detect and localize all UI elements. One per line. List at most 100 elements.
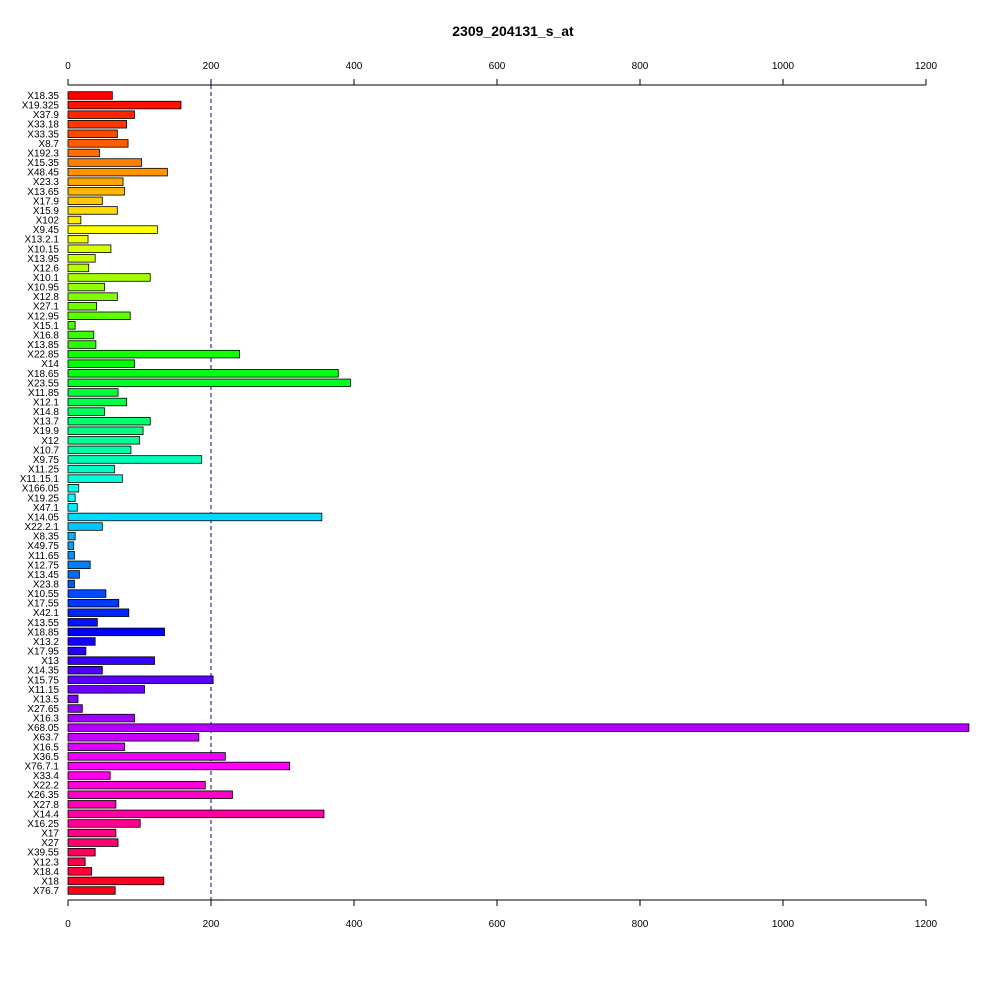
category-label: X9.45 xyxy=(33,225,60,236)
category-label: X10.55 xyxy=(27,589,59,600)
bar xyxy=(67,560,91,570)
bar xyxy=(67,426,144,435)
bar xyxy=(67,177,124,186)
category-label: X15.35 xyxy=(27,158,59,169)
bar xyxy=(67,340,97,349)
bar xyxy=(67,857,86,866)
category-label: X17 xyxy=(41,829,59,840)
bottom-tick-label: 200 xyxy=(203,919,220,930)
bar xyxy=(67,464,115,474)
category-label: X16.5 xyxy=(33,742,60,753)
bar xyxy=(67,263,90,273)
bar xyxy=(67,761,291,771)
category-label: X23.8 xyxy=(33,579,60,590)
category-label: X37.9 xyxy=(33,110,60,121)
bar xyxy=(67,321,76,330)
category-label: X16.8 xyxy=(33,330,60,341)
bar xyxy=(67,474,123,483)
category-labels: X18.35X19.325X37.9X33.18X33.35X8.7X192.3… xyxy=(20,91,60,897)
bar xyxy=(67,733,200,742)
bar xyxy=(67,120,128,129)
category-label: X76.7 xyxy=(33,886,60,897)
category-label: X18 xyxy=(41,876,59,887)
bar xyxy=(67,187,125,196)
bar xyxy=(67,819,141,828)
bar xyxy=(67,867,92,876)
category-label: X19.25 xyxy=(27,493,59,504)
category-label: X17.95 xyxy=(27,647,59,658)
bottom-tick-label: 600 xyxy=(489,919,506,930)
bottom-axis: 0 200 400 600 800 1000 1200 xyxy=(65,899,938,930)
bar xyxy=(67,589,107,598)
category-label: X14.8 xyxy=(33,407,60,418)
bottom-tick-label: 1200 xyxy=(915,919,938,930)
bar xyxy=(67,311,131,321)
bar xyxy=(67,234,89,244)
category-label: X15.1 xyxy=(33,321,60,332)
category-label: X11.25 xyxy=(28,465,59,476)
bar xyxy=(67,771,111,780)
category-label: X13 xyxy=(41,656,59,667)
bar xyxy=(67,503,78,512)
category-label: X27.1 xyxy=(33,302,60,313)
category-label: X18.85 xyxy=(27,627,59,638)
bar xyxy=(67,876,165,886)
category-label: X11.85 xyxy=(28,388,59,399)
category-label: X12.8 xyxy=(33,292,60,303)
category-label: X11.65 xyxy=(28,551,59,562)
bar xyxy=(67,618,98,627)
bar xyxy=(67,225,158,234)
category-label: X68.05 xyxy=(27,723,59,734)
bar xyxy=(67,148,100,158)
category-label: X15.75 xyxy=(27,675,59,686)
bar xyxy=(67,627,165,637)
category-label: X11.15 xyxy=(28,685,59,696)
bar xyxy=(67,809,325,819)
bar xyxy=(67,91,113,100)
category-label: X10.7 xyxy=(33,445,60,456)
category-label: X63.7 xyxy=(33,733,60,744)
bar xyxy=(67,388,119,397)
bar xyxy=(67,886,116,895)
top-axis: 0 200 400 600 800 1000 1200 xyxy=(65,61,938,86)
category-label: X14.05 xyxy=(27,512,59,523)
bar xyxy=(67,493,76,502)
bar xyxy=(67,838,119,847)
category-label: X76.7.1 xyxy=(25,761,60,772)
bar xyxy=(67,254,96,263)
bar xyxy=(67,196,103,206)
bar xyxy=(67,397,128,407)
category-label: X36.5 xyxy=(33,752,60,763)
bar xyxy=(67,378,351,388)
bar xyxy=(67,369,339,378)
category-label: X14 xyxy=(41,359,59,370)
bar xyxy=(67,282,105,292)
category-label: X39.55 xyxy=(27,848,59,859)
category-label: X33.18 xyxy=(27,120,59,131)
bar xyxy=(67,110,135,119)
category-label: X22.2.1 xyxy=(25,522,60,533)
category-label: X12.3 xyxy=(33,857,60,868)
bar xyxy=(67,484,80,493)
bar xyxy=(67,551,75,560)
bar xyxy=(67,167,168,177)
bar xyxy=(67,359,135,368)
chart-title: 2309_204131_s_at xyxy=(452,23,574,39)
bar xyxy=(67,665,103,675)
category-label: X16.25 xyxy=(27,819,59,830)
bar xyxy=(67,349,241,359)
bar xyxy=(67,752,226,761)
category-label: X22.85 xyxy=(27,350,59,361)
category-label: X14.4 xyxy=(33,809,60,820)
bottom-tick-label: 0 xyxy=(65,919,71,930)
bar xyxy=(67,215,82,225)
bar xyxy=(67,541,75,550)
bar xyxy=(67,570,80,579)
bar xyxy=(67,828,117,838)
bottom-tick-label: 800 xyxy=(632,919,649,930)
bar xyxy=(67,780,206,790)
category-label: X33.4 xyxy=(33,771,60,782)
category-label: X27 xyxy=(41,838,59,849)
category-label: X10.95 xyxy=(27,283,59,294)
